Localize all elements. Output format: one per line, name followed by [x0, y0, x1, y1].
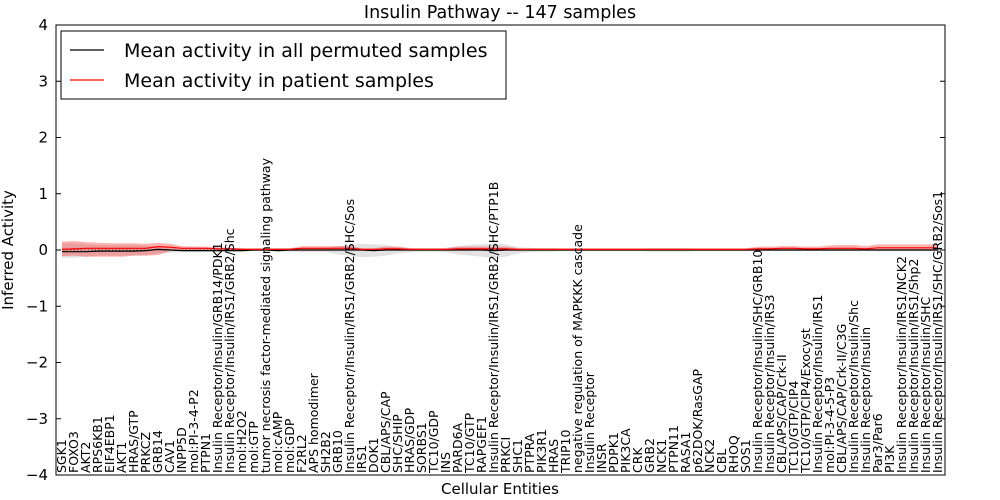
category-label: Insulin Receptor/Insulin/IRS1/GRB2/SHC/P…: [486, 182, 501, 473]
line-mean-permuted: [62, 248, 938, 253]
category-label: mol:H2O2: [234, 410, 249, 473]
category-label: CBL/APS/CAP: [378, 391, 393, 473]
category-label: Insulin Receptor/Insulin: [858, 327, 873, 473]
category-label: Insulin Receptor/Insulin/SHC: [918, 296, 933, 473]
y-tick-label: −1: [26, 297, 48, 315]
y-tick-label: 2: [38, 129, 48, 147]
y-tick-label: 3: [38, 72, 48, 90]
category-label: PRKCZ: [138, 432, 153, 473]
category-label: IRS1: [354, 445, 369, 473]
category-label: Insulin Receptor: [582, 371, 597, 473]
category-label: EIF4EBP1: [102, 414, 117, 473]
category-label: RASA1: [678, 432, 693, 473]
category-label: Insulin Receptor/Insulin/IRS1/SHC/GRB2/S…: [930, 191, 945, 473]
category-label: PTPRA: [522, 433, 537, 473]
line-mean-patient: [61, 245, 938, 250]
category-label: DOK1: [366, 437, 381, 473]
category-label: TC10/GTP: [462, 412, 477, 474]
category-labels: SGK1FOXO3AKT2RPS6KB1EIF4EBP1AKT1HRAS/GTP…: [54, 157, 945, 474]
category-label: TC10/GDP: [426, 410, 441, 474]
category-label: PTPN1: [198, 433, 213, 473]
category-label: Insulin Receptor/Insulin/IRS1/Shp2: [906, 259, 921, 473]
category-label: Insulin Receptor/Insulin/IRS3: [762, 295, 777, 473]
category-label: FOXO3: [66, 431, 81, 473]
legend: Mean activity in all permuted samples Me…: [60, 30, 507, 100]
legend-entry-permuted: Mean activity in all permuted samples: [124, 40, 487, 62]
y-tick-label: 4: [38, 16, 48, 34]
category-label: RAPGEF1: [474, 416, 489, 473]
category-label: APS homodimer: [306, 372, 321, 473]
category-label: PDPK1: [606, 432, 621, 473]
category-label: tumor necrosis factor-mediated signaling…: [258, 157, 273, 473]
category-label: TRIP10: [558, 430, 573, 474]
category-label: RPS6KB1: [90, 416, 105, 473]
category-label: Insulin Receptor/Insulin/IRS1/GRB2/SHC/S…: [342, 199, 357, 473]
y-tick-label: 0: [38, 241, 48, 259]
category-label: mol:GDP: [282, 418, 297, 473]
category-label: SH2B2: [318, 431, 333, 473]
category-label: TC10/GTP/CIP4: [786, 381, 801, 474]
y-axis-ticks: 4 3 2 1 0 −1 −2 −3 −4: [26, 16, 945, 484]
category-label: Insulin Receptor/Insulin/IRS1/GRB2/Shc: [222, 228, 237, 473]
category-label: SHC/SHIP: [390, 414, 405, 473]
category-label: HRAS: [546, 439, 561, 473]
category-label: Insulin Receptor/Insulin/Shc: [846, 300, 861, 473]
category-label: GRB2: [642, 438, 657, 473]
category-label: PI3K: [882, 445, 897, 473]
category-label: Insulin Receptor/Insulin/SHC/GRB10: [750, 250, 765, 473]
category-label: AKT1: [114, 442, 129, 473]
legend-entry-patient: Mean activity in patient samples: [124, 70, 434, 92]
series-lines: [61, 245, 938, 253]
category-label: CRK: [630, 447, 645, 473]
category-label: NCK2: [702, 439, 717, 473]
y-tick-label: −2: [26, 354, 48, 372]
category-label: CAV1: [162, 440, 177, 473]
category-label: CBL/APS/CAP/Crk-II: [774, 354, 789, 473]
category-label: Insulin Receptor/Insulin/IRS1/NCK2: [894, 256, 909, 473]
y-axis-label: Inferred Activity: [0, 190, 17, 310]
category-label: GRB10: [330, 430, 345, 473]
category-label: mol:PI-3-4-5-P3: [822, 377, 837, 473]
category-label: PIK3R1: [534, 429, 549, 473]
y-tick-label: −4: [26, 466, 48, 484]
category-label: SOS1: [738, 439, 753, 473]
legend-box: [60, 30, 507, 100]
category-label: p62DOK/RasGAP: [690, 368, 705, 473]
category-label: SHC1: [510, 439, 525, 473]
category-label: RHOQ: [726, 435, 741, 473]
category-label: mol:GTP: [246, 421, 261, 473]
y-tick-label: 1: [38, 185, 48, 203]
y-tick-label: −3: [26, 410, 48, 428]
category-label: INPP5D: [174, 427, 189, 473]
plot-frame: [55, 24, 946, 476]
category-label: TC10/GTP/CIP4/Exocyst: [798, 328, 813, 474]
category-label: GRB14: [150, 430, 165, 473]
category-label: PARD6A: [450, 422, 465, 473]
category-label: INSR: [594, 443, 609, 473]
category-label: CBL/APS/CAP/Crk-II/C3G: [834, 324, 849, 473]
category-label: AKT2: [78, 442, 93, 473]
category-label: INS: [438, 452, 453, 473]
category-label: Insulin Receptor/Insulin/IRS1: [810, 295, 825, 473]
category-label: PRKCI: [498, 437, 513, 473]
category-label: NCK1: [654, 439, 669, 473]
category-label: negative regulation of MAPKKK cascade: [570, 224, 585, 473]
category-label: mol:cAMP: [270, 411, 285, 473]
category-label: PTPN11: [666, 425, 681, 473]
category-label: HRAS/GDP: [402, 407, 417, 473]
category-label: Insulin Receptor/Insulin/GRB14/PDK1: [210, 242, 225, 473]
category-label: PIK3CA: [618, 428, 633, 473]
x-axis-label: Cellular Entities: [441, 480, 559, 498]
category-label: F2RL2: [294, 434, 309, 473]
chart-title: Insulin Pathway -- 147 samples: [364, 3, 636, 23]
category-label: CBL: [714, 449, 729, 473]
category-label: HRAS/GTP: [126, 410, 141, 473]
category-label: SGK1: [54, 439, 69, 473]
category-label: Par3/Par6: [870, 413, 885, 473]
category-label: mol:PI-3-4-P2: [186, 389, 201, 473]
category-label: SORBS1: [414, 422, 429, 473]
